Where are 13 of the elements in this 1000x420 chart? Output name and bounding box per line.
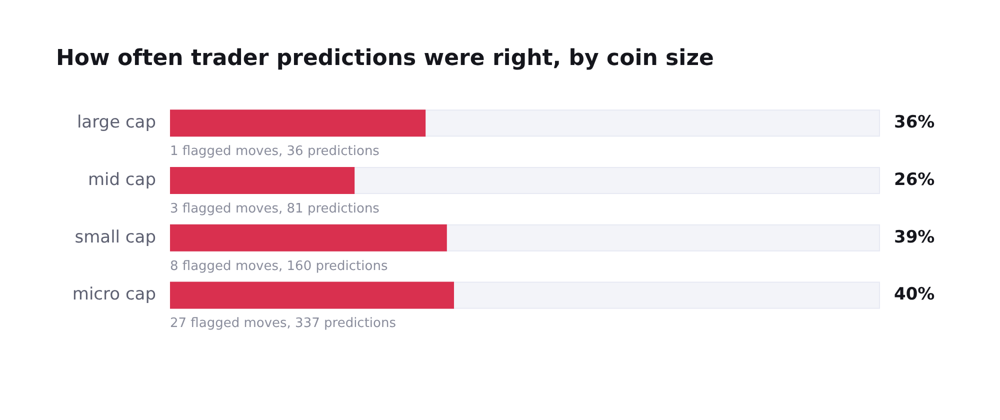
chart-title: How often trader predictions were right, by coin size xyxy=(56,46,714,71)
data-label: 26% xyxy=(894,170,935,190)
y-tick-label: mid cap xyxy=(88,170,156,190)
data-label: 39% xyxy=(894,227,935,248)
data-label: 36% xyxy=(894,112,935,133)
annotation: 8 flagged moves, 160 predictions xyxy=(170,258,388,274)
y-tick-label: small cap xyxy=(74,227,156,248)
y-tick-label: micro cap xyxy=(72,284,156,305)
annotation: 27 flagged moves, 337 predictions xyxy=(170,316,396,332)
annotation: 3 flagged moves, 81 predictions xyxy=(170,201,380,216)
annotation: 1 flagged moves, 36 predictions xyxy=(170,144,380,159)
y-tick-label: large cap xyxy=(76,112,156,133)
data-label: 40% xyxy=(894,284,935,305)
